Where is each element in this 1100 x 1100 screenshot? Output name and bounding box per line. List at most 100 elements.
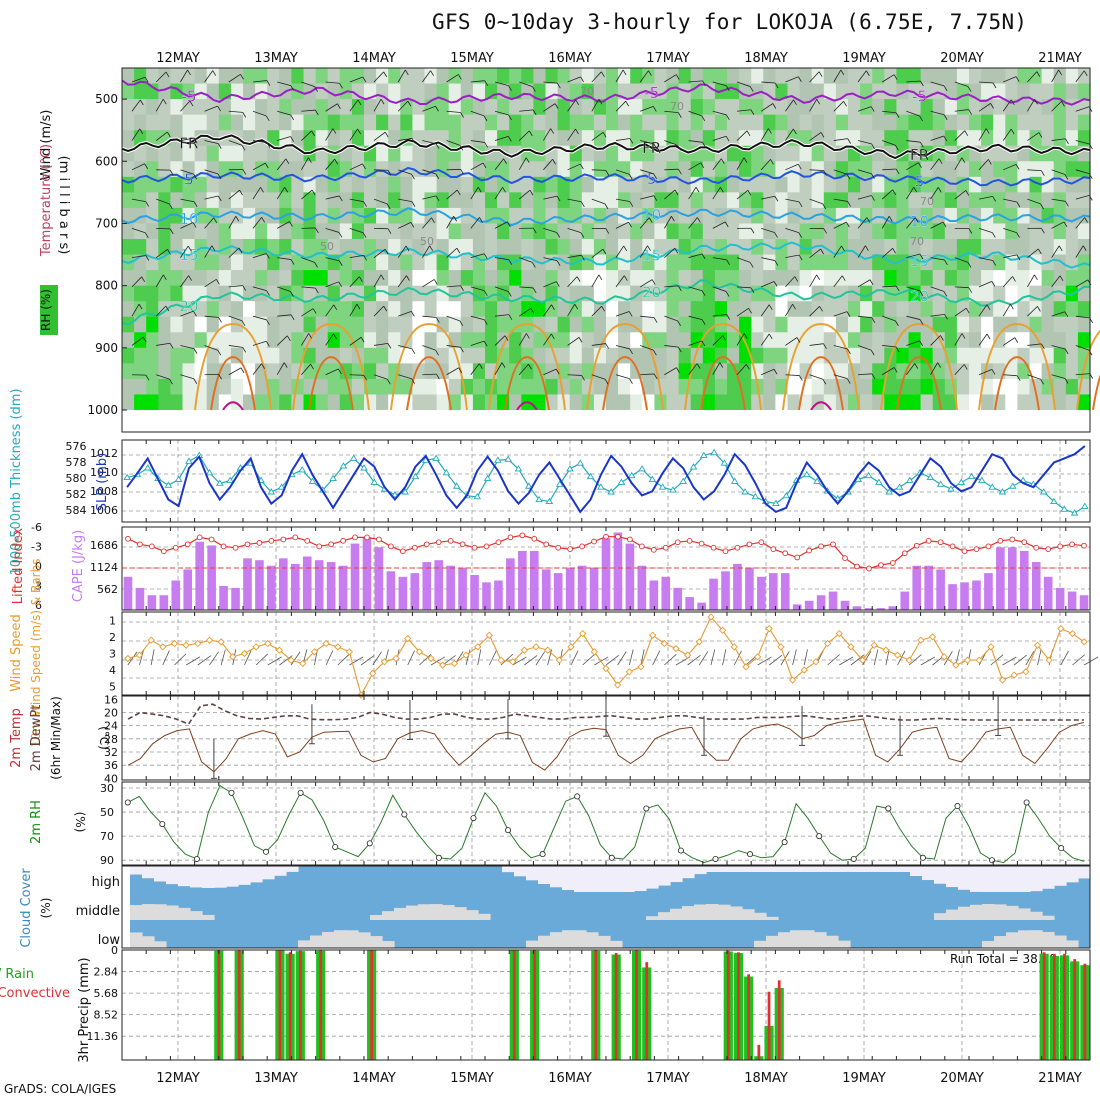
cape-bar: [709, 578, 718, 610]
rh-cell: [618, 363, 631, 380]
rh-cell: [388, 83, 401, 100]
rh-cell: [279, 332, 292, 349]
rh-cell: [376, 68, 389, 85]
rh-cell: [291, 161, 305, 178]
wind10m-barb: [547, 649, 552, 666]
rh-cell: [521, 176, 534, 193]
wind-barb-shaft: [567, 303, 576, 317]
rh-cell: [206, 176, 220, 193]
rh-cell: [920, 301, 934, 318]
rh-cell: [206, 114, 220, 131]
wind-barb-flag: [217, 105, 221, 112]
wind-barb-flag: [435, 173, 440, 180]
profile-ytick: 1000: [87, 403, 118, 417]
rh-point: [850, 855, 857, 862]
wind-barb-shaft: [615, 374, 630, 380]
rh-cell: [690, 378, 704, 396]
rh-cell: [932, 316, 946, 333]
thickness-point: [679, 477, 688, 484]
li-point: [447, 537, 454, 544]
rh-cell: [1041, 316, 1055, 333]
wind-barb-flag: [944, 259, 948, 266]
precip-convective-bar: [645, 962, 649, 1060]
rh-cell: [291, 254, 305, 271]
rh-cell: [811, 192, 825, 209]
rh-cell: [376, 192, 389, 209]
wind10m-point: [987, 643, 995, 651]
thickness-point: [875, 478, 883, 485]
rh-cell: [158, 347, 171, 364]
rh-cell: [158, 363, 171, 380]
wind-barb-shaft: [906, 315, 921, 320]
cloud-mid-bar: [130, 905, 143, 920]
wind-barb-shaft: [760, 304, 770, 317]
cape-bar: [649, 580, 659, 610]
rh-cell: [436, 347, 450, 364]
cloud-mid-bar: [166, 905, 179, 920]
rh-cell: [339, 99, 353, 116]
rh-cell: [364, 130, 377, 147]
thickness-point: [720, 459, 729, 466]
rh-cell: [920, 99, 934, 116]
rh-cell: [702, 394, 716, 411]
wind-barb-flag: [311, 189, 316, 196]
rh-cell: [690, 239, 704, 256]
wind10m-barb: [757, 656, 772, 666]
li-point: [399, 548, 406, 555]
rh-cell: [1077, 394, 1091, 411]
precip-convective-bar: [747, 974, 751, 1060]
wind-barb-shaft: [930, 158, 940, 171]
rh-cell: [1065, 83, 1079, 100]
rh-cell: [969, 332, 982, 349]
wind10m-point: [404, 634, 412, 643]
rh-cell: [666, 394, 680, 411]
wind-barb-shaft: [470, 80, 485, 83]
cape-bar: [601, 538, 611, 610]
precip-convective-bar: [635, 950, 638, 1060]
rh-cell: [339, 301, 353, 318]
wind-barb-shaft: [228, 110, 243, 113]
rh-cell: [908, 130, 922, 147]
rh-cell: [956, 332, 970, 349]
rh-cell: [920, 130, 934, 147]
wind-barb-flag: [965, 190, 970, 196]
rh-cell: [1065, 394, 1079, 411]
wind-barb-flag: [338, 281, 342, 288]
wind-barb-shaft: [640, 373, 655, 376]
rh-cell: [630, 254, 643, 271]
rh-cell: [255, 270, 268, 287]
li-point: [531, 535, 538, 542]
thickness-point: [1060, 505, 1069, 512]
cape-bar: [1031, 562, 1041, 610]
rh-cell: [1077, 301, 1091, 318]
rh-cell: [364, 270, 377, 287]
isotherm-30-lobe: [782, 323, 860, 411]
rh-cell: [956, 68, 970, 85]
rh-cell: [230, 192, 244, 209]
rh-cell: [1041, 192, 1055, 209]
wind-barb-flag: [605, 228, 610, 234]
wind10m-point: [345, 648, 354, 656]
rh-cell: [630, 316, 643, 333]
cloud-high-bar: [1006, 866, 1019, 892]
rh-cell: [944, 301, 958, 318]
cape-bar: [207, 545, 216, 610]
rh-cell: [1005, 83, 1018, 100]
wind-barb-flag: [552, 159, 556, 165]
rh-cell: [1005, 207, 1018, 225]
wind-barb-shaft: [785, 198, 800, 203]
wind-barb-flag: [768, 304, 773, 310]
rh-cell: [1029, 68, 1043, 85]
wind-barb-flag: [242, 112, 247, 118]
rh-cell: [509, 316, 522, 333]
rh-cell: [714, 347, 728, 364]
rh-cell: [485, 130, 498, 147]
wind-barb-flag: [290, 114, 295, 121]
wind-barb-shaft: [930, 286, 944, 292]
rh-cell: [472, 378, 486, 396]
wind-barb-shaft: [325, 195, 340, 200]
wind-barb-shaft: [131, 99, 141, 112]
rh-cell: [1005, 223, 1018, 240]
rh-cell: [799, 176, 813, 193]
rh-cell: [630, 239, 643, 256]
